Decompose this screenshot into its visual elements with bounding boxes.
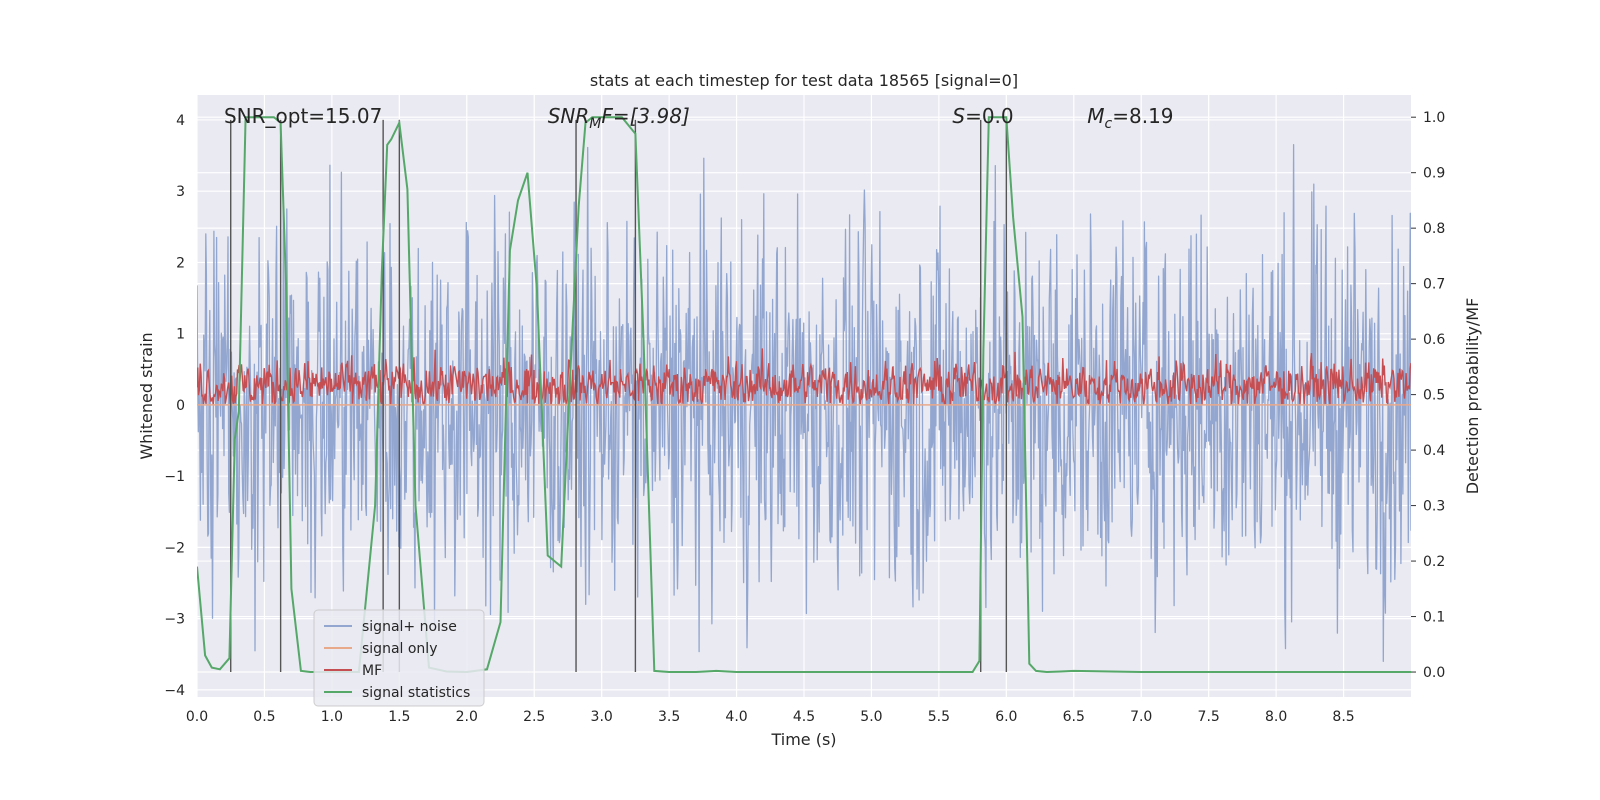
y-tick-label: −1 (164, 469, 185, 485)
annotation-mc: Mc=8.19 (1087, 104, 1173, 132)
y-right-tick-label: 1.0 (1423, 110, 1445, 126)
legend: signal+ noise signal only MF signal statist… (313, 609, 485, 707)
legend-label: signal statistics (362, 685, 470, 701)
y-tick-label: −3 (164, 612, 185, 628)
x-tick-label: 3.0 (591, 709, 613, 725)
y-right-axis-ticks: 1.0 0.9 0.8 0.7 0.6 0.5 0.4 0.3 0.2 0.1 0.0 (1411, 110, 1445, 681)
annotation-mc-value: =8.19 (1112, 104, 1173, 128)
annotation-snr-mf-sub: M (589, 116, 601, 132)
x-tick-label: 2.0 (456, 709, 478, 725)
x-tick-label: 4.0 (725, 709, 747, 725)
x-tick-label: 3.5 (658, 709, 680, 725)
y-right-tick-label: 0.1 (1423, 610, 1445, 626)
signal-statistics-series (197, 116, 1411, 674)
annotation-s-symbol: S (952, 104, 965, 128)
y-axis-ticks: 4 3 2 1 0 −1 −2 −3 −4 (164, 113, 185, 699)
y-tick-label: 1 (176, 327, 185, 343)
x-tick-label: 5.0 (860, 709, 882, 725)
y-right-tick-label: 0.0 (1423, 665, 1445, 681)
y-right-axis-label: Detection probability/MF (1463, 298, 1482, 495)
x-tick-label: 0.5 (253, 709, 275, 725)
legend-label: signal+ noise (362, 619, 457, 635)
x-tick-label: 0.0 (186, 709, 208, 725)
y-tick-label: 2 (176, 255, 185, 271)
y-tick-label: −4 (164, 683, 185, 699)
y-right-tick-label: 0.7 (1423, 277, 1445, 293)
y-right-tick-label: 0.4 (1423, 443, 1445, 459)
x-tick-label: 2.5 (523, 709, 545, 725)
annotation-snr-mf-main: SNR (548, 104, 590, 128)
y-right-tick-label: 0.2 (1423, 554, 1445, 570)
y-right-tick-label: 0.3 (1423, 499, 1445, 515)
annotation-s-value: =0.0 (965, 104, 1014, 128)
annotation-snr-mf: SNRMF=[3.98] (548, 104, 690, 132)
annotation-mc-sub: c (1105, 116, 1113, 132)
x-tick-label: 4.5 (793, 709, 815, 725)
y-tick-label: 0 (176, 398, 185, 414)
x-tick-label: 8.0 (1265, 709, 1287, 725)
legend-box (313, 609, 485, 707)
x-axis-label: Time (s) (770, 730, 836, 749)
y-right-tick-label: 0.5 (1423, 388, 1445, 404)
x-tick-label: 6.5 (1063, 709, 1085, 725)
chart-title: stats at each timestep for test data 185… (590, 71, 1018, 90)
x-tick-label: 1.5 (388, 709, 410, 725)
y-tick-label: 3 (176, 184, 185, 200)
annotation-mc-main: M (1087, 104, 1104, 128)
x-tick-label: 5.5 (928, 709, 950, 725)
x-tick-label: 1.0 (321, 709, 343, 725)
annotation-snr-mf-rest: F=[3.98] (601, 104, 689, 128)
annotation-s: S=0.0 (952, 104, 1013, 128)
y-tick-label: 4 (176, 113, 185, 129)
x-tick-label: 6.0 (995, 709, 1017, 725)
x-tick-label: 8.5 (1332, 709, 1354, 725)
y-right-tick-label: 0.9 (1423, 166, 1445, 182)
annotation-snr-opt: SNR_opt=15.07 (224, 104, 382, 128)
y-right-tick-label: 0.6 (1423, 332, 1445, 348)
legend-label: MF (362, 663, 382, 679)
y-right-tick-label: 0.8 (1423, 221, 1445, 237)
x-tick-label: 7.0 (1130, 709, 1152, 725)
x-tick-label: 7.5 (1198, 709, 1220, 725)
y-tick-label: −2 (164, 540, 185, 556)
x-axis-ticks: 0.0 0.5 1.0 1.5 2.0 2.5 3.0 3.5 4.0 4.5 5.0 5.5 6.0 6… (186, 709, 1355, 725)
y-axis-label: Whitened strain (137, 332, 156, 459)
legend-label: signal only (362, 641, 437, 657)
